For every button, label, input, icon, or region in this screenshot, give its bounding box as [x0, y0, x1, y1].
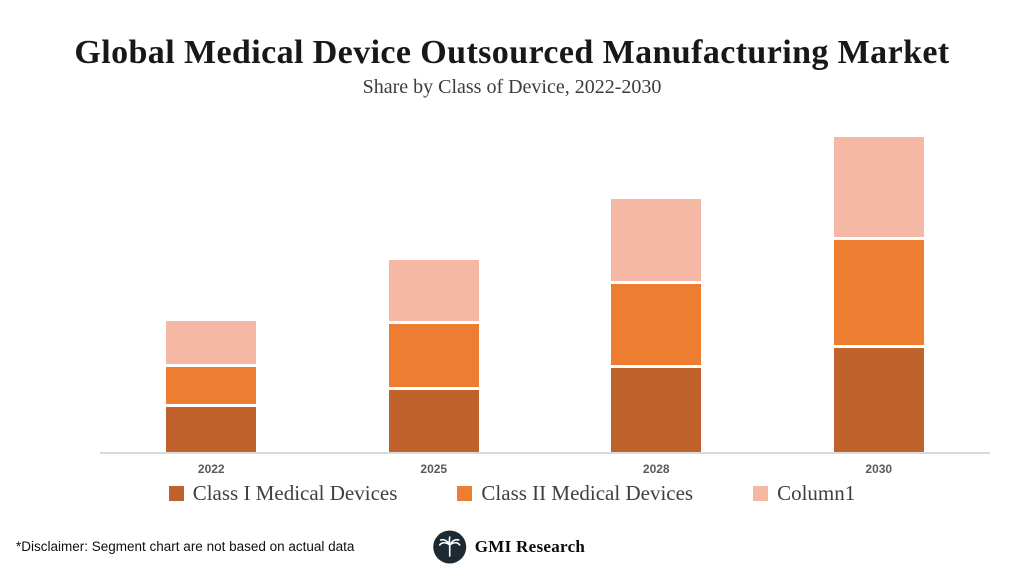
bar-segment: [388, 390, 479, 452]
gmi-research-logo: GMI Research: [433, 530, 585, 564]
x-axis-label: 2025: [420, 462, 448, 476]
x-axis-labels: 2022 2025 2028 2030: [100, 462, 990, 476]
x-axis-label: 2030: [865, 462, 893, 476]
bar-segment: [611, 368, 702, 452]
x-axis-label: 2022: [197, 462, 225, 476]
chart-plot-area: [100, 137, 990, 452]
palm-tree-logo-icon: [433, 530, 467, 564]
stacked-bar-chart: 2022 2025 2028 2030: [100, 137, 990, 476]
bar-segment: [833, 240, 924, 345]
page-title: Global Medical Device Outsourced Manufac…: [74, 34, 950, 71]
bar-segment: [388, 324, 479, 387]
bar-group-2030: [768, 137, 991, 452]
bar-segment: [833, 137, 924, 237]
legend-item: Class II Medical Devices: [457, 481, 693, 506]
subtitle: Share by Class of Device, 2022-2030: [362, 76, 662, 98]
stacked-bar-2025: [388, 260, 479, 452]
stacked-bar-2030: [833, 137, 924, 452]
bar-group-2022: [100, 137, 323, 452]
bar-segment: [166, 367, 257, 404]
bar-segment: [611, 284, 702, 365]
bar-segment: [166, 321, 257, 364]
legend-label: Column1: [777, 481, 856, 505]
x-axis-label: 2028: [642, 462, 670, 476]
stacked-bar-2028: [611, 199, 702, 452]
legend-swatch-icon: [753, 486, 769, 501]
x-axis-line: [100, 452, 990, 454]
logo-text: GMI Research: [474, 537, 586, 556]
legend-swatch-icon: [168, 486, 184, 501]
bar-segment: [166, 407, 257, 452]
stacked-bar-2022: [166, 321, 257, 452]
bar-segment: [833, 348, 924, 452]
legend-item: Column1: [753, 481, 855, 506]
legend-swatch-icon: [457, 486, 473, 501]
legend-item: Class I Medical Devices: [168, 481, 398, 506]
legend-label: Class I Medical Devices: [192, 481, 398, 505]
legend-label: Class II Medical Devices: [481, 481, 694, 505]
bar-segment: [611, 199, 702, 281]
disclaimer-text: *Disclaimer: Segment chart are not based…: [16, 539, 355, 554]
bar-group-2025: [323, 137, 546, 452]
bar-group-2028: [545, 137, 768, 452]
bar-segment: [388, 260, 479, 321]
chart-legend: Class I Medical Devices Class II Medical …: [0, 481, 1024, 506]
